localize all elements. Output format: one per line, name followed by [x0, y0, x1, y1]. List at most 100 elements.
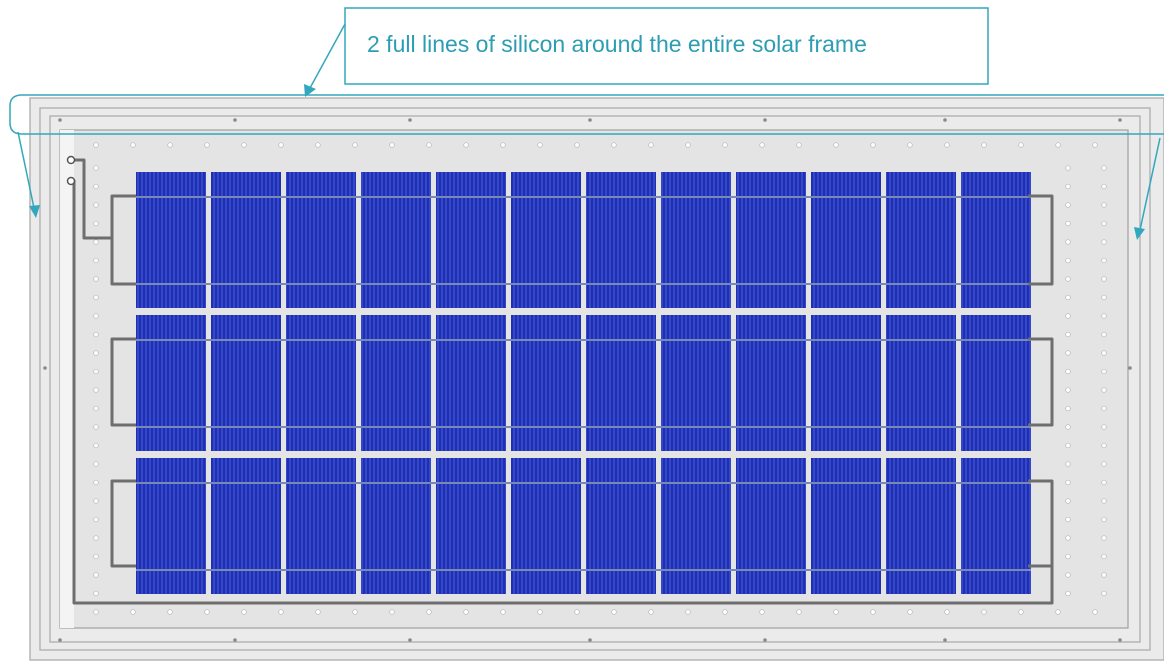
hole	[1065, 239, 1071, 245]
hole	[1065, 313, 1071, 319]
hole	[93, 442, 99, 449]
hole	[1065, 553, 1071, 560]
hole	[1055, 609, 1061, 615]
wire	[110, 337, 136, 427]
solar-cell	[661, 458, 731, 594]
solar-cell	[436, 172, 506, 308]
solar-cell	[211, 458, 281, 594]
hole	[1101, 405, 1107, 412]
hole	[1101, 239, 1107, 245]
solar-cell	[661, 315, 731, 451]
hole	[1101, 368, 1107, 375]
hole	[93, 239, 99, 245]
frame-dot	[588, 118, 592, 122]
frame-dot	[408, 118, 412, 122]
hole	[241, 609, 247, 615]
hole	[93, 479, 99, 486]
hole	[1065, 165, 1071, 171]
hole	[870, 609, 876, 615]
hole	[1101, 442, 1107, 449]
solar-cell	[511, 172, 581, 308]
hole	[93, 387, 99, 393]
mounting-holes	[93, 142, 1107, 615]
hole	[130, 142, 136, 148]
hole	[759, 142, 765, 148]
solar-cell	[586, 172, 656, 308]
hole	[1101, 516, 1107, 523]
solar-cell	[511, 315, 581, 451]
solar-cell	[961, 458, 1031, 594]
hole	[204, 142, 210, 148]
frame-dot	[1118, 638, 1122, 642]
solar-cell	[961, 172, 1031, 308]
hole	[93, 609, 99, 615]
left-arrow-line	[17, 131, 35, 209]
solar-cell	[361, 458, 431, 594]
hole	[1101, 498, 1107, 504]
hole	[1065, 572, 1071, 578]
hole	[93, 165, 99, 171]
hole	[389, 142, 395, 148]
hole	[944, 609, 950, 615]
hole	[833, 142, 839, 148]
solar-cell	[511, 458, 581, 594]
hole	[685, 609, 691, 615]
solar-cell	[586, 315, 656, 451]
hole	[1065, 442, 1071, 449]
hole	[93, 405, 99, 412]
hole	[389, 609, 395, 615]
hole	[352, 609, 358, 615]
hole	[93, 350, 99, 356]
hole	[685, 142, 691, 148]
solar-cell	[811, 458, 881, 594]
solar-cell	[211, 315, 281, 451]
hole	[93, 220, 99, 227]
solar-cell	[136, 315, 206, 451]
brace-bracket	[9, 94, 1164, 135]
callout-text: 2 full lines of silicon around the entir…	[367, 31, 867, 57]
frame-dot	[58, 638, 62, 642]
solar-cell	[736, 315, 806, 451]
hole	[1101, 331, 1107, 338]
hole	[1101, 350, 1107, 356]
right-arrow-icon	[1134, 227, 1145, 240]
solar-cell	[586, 458, 656, 594]
hole	[648, 142, 654, 148]
frame-dot	[233, 638, 237, 642]
solar-cell	[811, 172, 881, 308]
hole	[167, 142, 173, 148]
hole	[1065, 331, 1071, 338]
hole	[1101, 257, 1107, 264]
hole	[93, 331, 99, 338]
hole	[1065, 257, 1071, 264]
wire	[110, 194, 136, 286]
hole	[796, 609, 802, 615]
hole	[981, 609, 987, 615]
solar-cell	[661, 172, 731, 308]
wire	[1028, 479, 1054, 568]
frame-dot	[588, 638, 592, 642]
hole	[1092, 142, 1098, 148]
frame-dot	[1118, 118, 1122, 122]
hole	[500, 609, 506, 615]
hole	[93, 424, 99, 430]
silicon-line-inner	[49, 115, 1141, 643]
hole	[278, 609, 284, 615]
frame-dots	[43, 118, 1132, 642]
terminal-dot	[66, 176, 76, 186]
hole	[870, 142, 876, 148]
hole	[944, 142, 950, 148]
callout-box	[344, 7, 989, 85]
hole	[278, 142, 284, 148]
hole	[1018, 609, 1024, 615]
solar-cell	[136, 458, 206, 594]
solar-cell	[136, 172, 206, 308]
wire	[1028, 194, 1054, 286]
hole	[352, 142, 358, 148]
hole	[1101, 535, 1107, 541]
hole	[722, 609, 728, 615]
hole	[1065, 294, 1071, 301]
hole	[537, 609, 543, 615]
hole	[1065, 516, 1071, 523]
